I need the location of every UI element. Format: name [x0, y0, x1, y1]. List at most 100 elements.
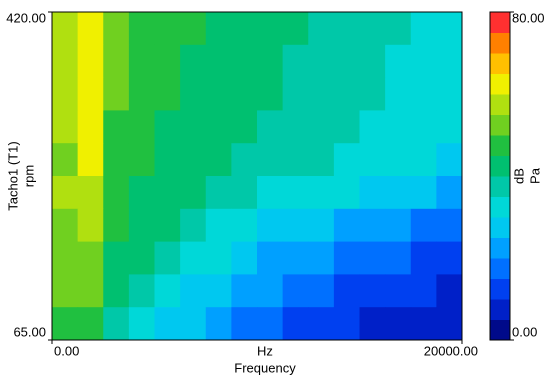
- heatmap-cell: [282, 143, 309, 177]
- colorbar-step: [490, 155, 510, 177]
- heatmap-cell: [257, 110, 284, 144]
- heatmap-cell: [308, 12, 335, 46]
- heatmap-cell: [77, 143, 104, 177]
- heatmap-cell: [128, 44, 155, 79]
- heatmap-cell: [180, 110, 207, 144]
- heatmap-cell: [231, 241, 258, 275]
- heatmap-cell: [77, 12, 104, 46]
- heatmap: [52, 12, 463, 341]
- heatmap-cell: [410, 110, 437, 144]
- heatmap-cell: [436, 110, 463, 144]
- heatmap-cell: [180, 44, 207, 79]
- heatmap-cell: [205, 44, 232, 79]
- heatmap-cell: [128, 307, 155, 341]
- heatmap-cell: [333, 110, 360, 144]
- colorbar-tick-label: 80.00: [512, 10, 545, 25]
- heatmap-cell: [282, 208, 309, 243]
- heatmap-cell: [385, 77, 412, 111]
- heatmap-cell: [436, 44, 463, 79]
- heatmap-cell: [436, 143, 463, 177]
- colorbar-step: [490, 217, 510, 238]
- heatmap-cell: [52, 12, 79, 46]
- heatmap-cell: [103, 77, 130, 111]
- heatmap-cell: [180, 176, 207, 210]
- heatmap-cell: [282, 110, 309, 144]
- heatmap-cell: [282, 12, 309, 46]
- heatmap-cell: [205, 110, 232, 144]
- heatmap-cell: [205, 307, 232, 341]
- colorbar-step: [490, 114, 510, 136]
- colorbar-label: dB: [511, 168, 526, 184]
- heatmap-cell: [385, 110, 412, 144]
- colorbar-step: [490, 196, 510, 218]
- heatmap-cell: [359, 44, 386, 79]
- heatmap-cell: [154, 176, 181, 210]
- y-axis-label: Tacho1 (T1): [5, 141, 20, 210]
- heatmap-cell: [385, 274, 412, 308]
- heatmap-cell: [77, 176, 104, 210]
- heatmap-cell: [308, 176, 335, 210]
- colorbar-step: [490, 319, 510, 341]
- heatmap-cell: [231, 44, 258, 79]
- heatmap-cell: [52, 110, 79, 144]
- colorbar-step: [490, 299, 510, 320]
- heatmap-cell: [308, 143, 335, 177]
- heatmap-cell: [205, 274, 232, 308]
- heatmap-cell: [128, 176, 155, 210]
- heatmap-cell: [308, 77, 335, 111]
- heatmap-cell: [359, 12, 386, 46]
- heatmap-cell: [52, 143, 79, 177]
- heatmap-cell: [154, 208, 181, 243]
- heatmap-cell: [257, 143, 284, 177]
- colorbar-step: [490, 32, 510, 54]
- heatmap-cell: [257, 307, 284, 341]
- heatmap-cell: [436, 307, 463, 341]
- heatmap-cell: [282, 307, 309, 341]
- colorbar-step: [490, 237, 510, 259]
- heatmap-cell: [231, 110, 258, 144]
- heatmap-cell: [410, 44, 437, 79]
- heatmap-cell: [154, 77, 181, 111]
- heatmap-cell: [359, 176, 386, 210]
- heatmap-cell: [52, 208, 79, 243]
- heatmap-cell: [410, 208, 437, 243]
- heatmap-cell: [282, 176, 309, 210]
- heatmap-cell: [436, 208, 463, 243]
- heatmap-cell: [436, 274, 463, 308]
- x-tick-label: 0.00: [54, 343, 79, 358]
- colorbar-step: [490, 12, 510, 33]
- colorbar-step: [490, 176, 510, 197]
- colorbar-step: [490, 94, 510, 115]
- heatmap-cell: [154, 143, 181, 177]
- y-tick-label: 420.00: [6, 10, 46, 25]
- heatmap-cell: [385, 208, 412, 243]
- heatmap-cell: [385, 44, 412, 79]
- colorbar-frame: [489, 11, 511, 341]
- heatmap-cell: [257, 176, 284, 210]
- heatmap-cell: [231, 208, 258, 243]
- heatmap-cell: [359, 77, 386, 111]
- heatmap-cell: [128, 274, 155, 308]
- heatmap-cell: [128, 12, 155, 46]
- heatmap-cell: [52, 307, 79, 341]
- heatmap-cell: [359, 241, 386, 275]
- heatmap-cell: [77, 241, 104, 275]
- heatmap-cell: [257, 274, 284, 308]
- heatmap-cell: [436, 241, 463, 275]
- heatmap-cell: [282, 44, 309, 79]
- colorbar-step: [490, 135, 510, 156]
- heatmap-cell: [52, 77, 79, 111]
- colorbar-step: [490, 258, 510, 279]
- heatmap-cell: [359, 307, 386, 341]
- heatmap-cell: [282, 77, 309, 111]
- heatmap-cell: [103, 307, 130, 341]
- heatmap-cell: [410, 176, 437, 210]
- colorbar-step: [490, 53, 510, 74]
- heatmap-cell: [231, 12, 258, 46]
- heatmap-cell: [410, 274, 437, 308]
- heatmap-cell: [52, 44, 79, 79]
- heatmap-cell: [257, 241, 284, 275]
- heatmap-cell: [282, 241, 309, 275]
- heatmap-cell: [77, 77, 104, 111]
